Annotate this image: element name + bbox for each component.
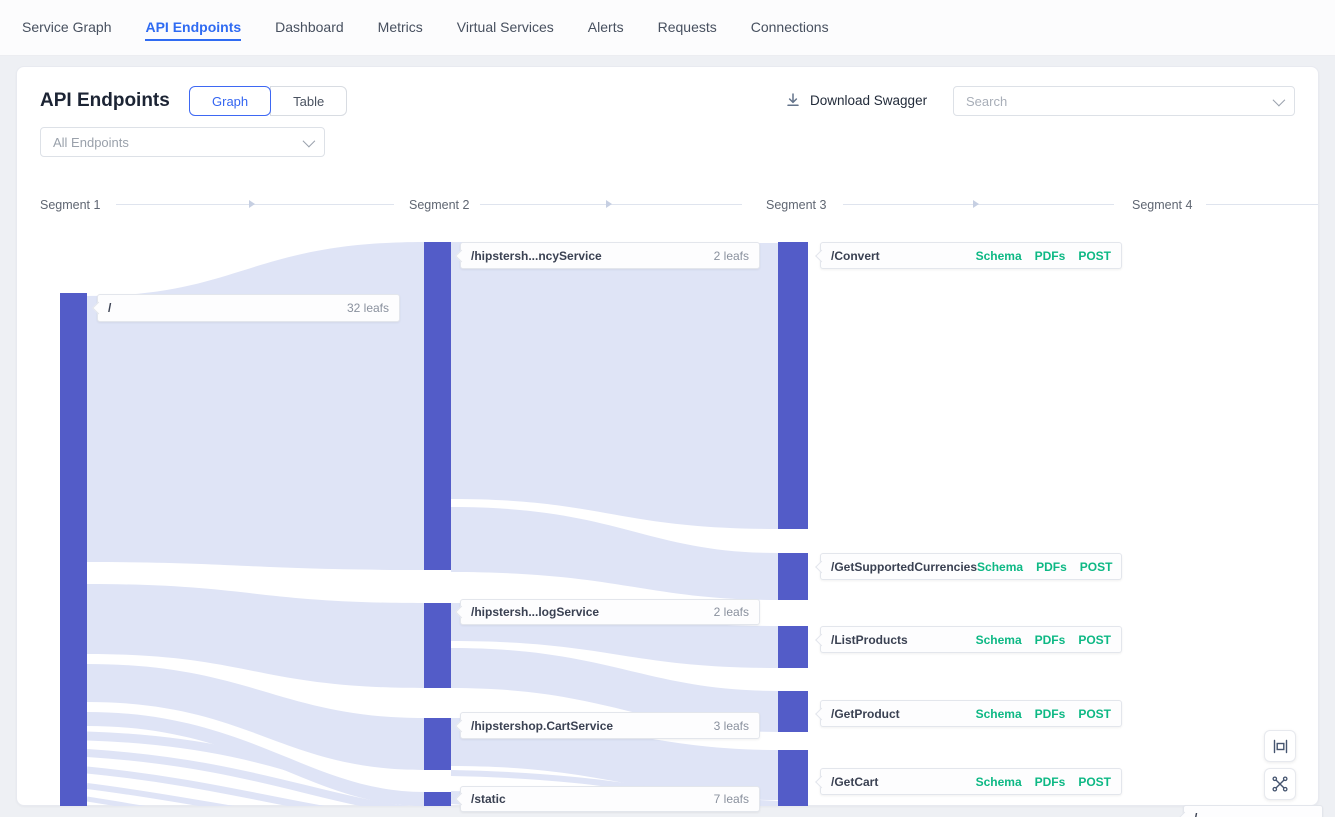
node-path: /hipstersh...logService xyxy=(471,605,600,619)
node-leaf-count: 32 leafs xyxy=(346,301,389,315)
pdfs-link[interactable]: PDFs xyxy=(1036,559,1067,574)
table-view-button[interactable]: Table xyxy=(270,86,348,116)
bar-currency-service[interactable] xyxy=(424,242,451,570)
node-label-catalog-service[interactable]: /hipstersh...logService 2 leafs xyxy=(460,599,760,625)
bar-convert[interactable] xyxy=(778,242,808,529)
post-link[interactable]: POST xyxy=(1079,559,1113,574)
node-path: /GetProduct xyxy=(831,706,900,721)
bar-cart-service[interactable] xyxy=(424,718,451,770)
endpoint-filter-dropdown[interactable]: All Endpoints xyxy=(40,127,325,157)
node-label-get-cart[interactable]: /GetCart Schema PDFs POST xyxy=(820,768,1122,795)
node-path: /hipstershop.CartService xyxy=(471,718,614,733)
bar-get-product[interactable] xyxy=(778,691,808,732)
nav-item-api-endpoints[interactable]: API Endpoints xyxy=(145,15,242,41)
segment-1-label: Segment 1 xyxy=(40,198,101,212)
segment-arrow-line xyxy=(843,200,1114,208)
bar-root[interactable] xyxy=(60,293,87,806)
segment-arrow-line xyxy=(116,200,394,208)
chevron-down-icon[interactable] xyxy=(1272,93,1286,106)
search-select xyxy=(953,86,1295,116)
pdfs-link[interactable]: PDFs xyxy=(1034,774,1066,789)
node-path: / xyxy=(1194,811,1197,817)
node-path: /hipstersh...ncyService xyxy=(471,248,602,263)
nav-item-service-graph[interactable]: Service Graph xyxy=(22,18,112,35)
fit-view-icon xyxy=(1273,739,1287,753)
node-label-get-supported-currencies[interactable]: /GetSupportedCurrencies Schema PDFs POST xyxy=(820,553,1122,580)
segment-2-label: Segment 2 xyxy=(409,198,470,212)
top-nav: Service Graph API Endpoints Dashboard Me… xyxy=(0,0,1335,56)
node-path: /GetCart xyxy=(831,774,879,789)
node-leaf-count: 2 leafs xyxy=(713,605,749,619)
post-link[interactable]: POST xyxy=(1078,632,1111,647)
nav-item-requests[interactable]: Requests xyxy=(657,18,717,35)
node-label-partial[interactable]: / xyxy=(1183,805,1323,817)
node-label-currency-service[interactable]: /hipstersh...ncyService 2 leafs xyxy=(460,242,760,269)
fit-view-button[interactable] xyxy=(1264,730,1296,762)
node-label-convert[interactable]: /Convert Schema PDFs POST xyxy=(820,242,1122,269)
pdfs-link[interactable]: PDFs xyxy=(1034,632,1066,647)
post-link[interactable]: POST xyxy=(1078,774,1111,789)
node-path: /Convert xyxy=(831,248,880,263)
page-title: API Endpoints xyxy=(40,90,170,111)
bar-catalog-service[interactable] xyxy=(424,603,451,688)
node-path: /GetSupportedCurrencies xyxy=(831,559,978,574)
bar-get-cart[interactable] xyxy=(778,750,808,806)
node-leaf-count: 3 leafs xyxy=(713,718,749,733)
download-icon xyxy=(787,93,799,106)
post-link[interactable]: POST xyxy=(1078,706,1111,721)
node-label-list-products[interactable]: /ListProducts Schema PDFs POST xyxy=(820,626,1122,653)
segment-4-label: Segment 4 xyxy=(1132,198,1193,212)
segment-arrow-line xyxy=(480,200,742,208)
pdfs-link[interactable]: PDFs xyxy=(1034,706,1066,721)
node-label-static[interactable]: /static 7 leafs xyxy=(460,786,760,812)
node-path: / xyxy=(108,301,112,315)
sankey-graph xyxy=(60,242,808,806)
node-label-root[interactable]: / 32 leafs xyxy=(97,294,400,322)
node-label-get-product[interactable]: /GetProduct Schema PDFs POST xyxy=(820,700,1122,727)
relayout-button[interactable] xyxy=(1264,768,1296,800)
schema-link[interactable]: Schema xyxy=(975,706,1022,721)
node-label-cart-service[interactable]: /hipstershop.CartService 3 leafs xyxy=(460,712,760,739)
schema-link[interactable]: Schema xyxy=(975,774,1022,789)
bar-get-supported-currencies[interactable] xyxy=(778,553,808,600)
segment-3-label: Segment 3 xyxy=(766,198,827,212)
node-leaf-count: 7 leafs xyxy=(713,792,749,806)
chevron-down-icon xyxy=(302,134,316,147)
nav-item-alerts[interactable]: Alerts xyxy=(587,18,624,35)
graph-canvas xyxy=(16,66,1319,806)
expand-nodes-icon xyxy=(1272,776,1288,792)
node-leaf-count: 2 leafs xyxy=(713,248,749,263)
node-path: /static xyxy=(471,792,506,806)
segment-arrow-line xyxy=(1206,204,1318,205)
nav-item-connections[interactable]: Connections xyxy=(750,18,829,35)
view-toggle: Graph Table xyxy=(189,86,348,116)
nav-item-dashboard[interactable]: Dashboard xyxy=(275,18,344,35)
schema-link[interactable]: Schema xyxy=(975,632,1022,647)
graph-view-button[interactable]: Graph xyxy=(189,86,272,116)
endpoint-filter-value: All Endpoints xyxy=(53,134,129,150)
schema-link[interactable]: Schema xyxy=(977,559,1024,574)
download-swagger-button[interactable]: Download Swagger xyxy=(785,92,927,108)
search-input[interactable] xyxy=(966,93,1273,109)
post-link[interactable]: POST xyxy=(1078,248,1111,263)
nav-item-virtual-services[interactable]: Virtual Services xyxy=(456,18,554,35)
download-swagger-label: Download Swagger xyxy=(810,92,928,108)
node-path: /ListProducts xyxy=(831,632,908,647)
nav-item-metrics[interactable]: Metrics xyxy=(377,18,423,35)
bar-static[interactable] xyxy=(424,792,451,806)
schema-link[interactable]: Schema xyxy=(975,248,1022,263)
pdfs-link[interactable]: PDFs xyxy=(1034,248,1066,263)
bar-list-products[interactable] xyxy=(778,626,808,668)
